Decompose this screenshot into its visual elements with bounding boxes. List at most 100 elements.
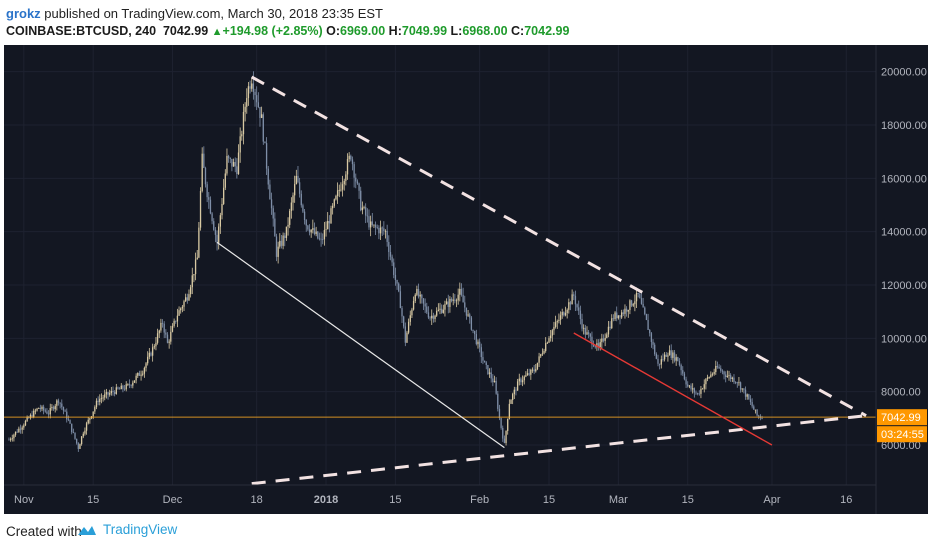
candle-body: [176, 315, 179, 322]
candle-body: [497, 393, 499, 409]
candle-body: [161, 322, 164, 324]
candle-body: [379, 227, 382, 234]
candle-body: [224, 173, 226, 188]
candle-body: [723, 371, 725, 375]
candle-body: [728, 375, 730, 377]
candle-body: [736, 382, 738, 384]
trendlines[interactable]: [216, 75, 867, 486]
candle-body: [516, 381, 519, 391]
candle-body: [477, 341, 479, 345]
candle-body: [356, 181, 359, 184]
candle-body: [389, 251, 392, 257]
candle-body: [675, 357, 677, 361]
candle-body: [482, 357, 484, 361]
candle-body: [442, 309, 444, 313]
candle-body: [645, 314, 648, 320]
candle-body: [77, 443, 79, 449]
candle-body: [658, 363, 661, 365]
candle-body: [391, 256, 393, 263]
publish-info: grokz published on TradingView.com, Marc…: [6, 6, 383, 21]
candle-body: [246, 98, 248, 107]
candle-body: [373, 224, 375, 226]
candle-body: [535, 369, 537, 372]
candle-body: [79, 444, 81, 449]
candle-body: [558, 319, 560, 322]
candle-body: [196, 257, 198, 260]
candle-body: [488, 372, 491, 374]
published-text: published on TradingView.com, March 30, …: [44, 6, 383, 21]
candle-body: [317, 231, 319, 239]
candle-body: [510, 400, 512, 404]
candle-body: [298, 182, 301, 194]
candle-body: [358, 183, 360, 191]
candle-body: [49, 408, 51, 415]
candle-body: [426, 306, 428, 313]
candle-body: [158, 330, 160, 334]
candle-body: [163, 323, 165, 333]
candle-body: [95, 400, 98, 408]
candle-body: [431, 315, 433, 319]
candle-body: [419, 294, 421, 297]
dashed-trendline[interactable]: [251, 414, 867, 486]
candle-body: [478, 341, 481, 348]
candle-body: [130, 385, 132, 386]
candle-body: [104, 394, 106, 398]
candle-body: [407, 321, 410, 333]
candle-body: [118, 388, 121, 390]
candle-body: [36, 408, 38, 411]
symbol-info: COINBASE:BTCUSD, 240 7042.99 ▲+194.98 (+…: [6, 24, 569, 38]
candle-body: [650, 333, 653, 342]
time-tick-label: Dec: [163, 494, 183, 506]
candle-body: [546, 342, 549, 344]
time-axis[interactable]: Nov 15 Dec 18 2018 15 Feb 15 Mar 15 Apr 16: [14, 494, 852, 506]
candle-body: [256, 95, 258, 103]
tradingview-logo[interactable]: TradingView: [76, 522, 177, 537]
candle-body: [267, 168, 269, 185]
candle-body: [247, 86, 250, 99]
candle-body: [649, 329, 651, 334]
tradingview-brand: TradingView: [103, 522, 178, 537]
candle-body: [748, 394, 750, 400]
candle-body: [209, 199, 212, 214]
candle-body: [672, 352, 674, 358]
price-axis[interactable]: 20000.00 18000.00 16000.00 14000.00 12000.00…: [881, 67, 927, 452]
candle-body: [569, 302, 572, 305]
white-trendline[interactable]: [216, 241, 505, 449]
candle-body: [26, 417, 28, 421]
candle-body: [612, 318, 615, 320]
candle-body: [219, 215, 222, 227]
candle-body: [421, 294, 423, 299]
candle-body: [398, 283, 400, 292]
candle-body: [287, 224, 289, 227]
candle-body: [99, 398, 101, 403]
candle-body: [363, 207, 365, 208]
candle-body: [125, 384, 127, 390]
candle-body: [611, 318, 613, 329]
candle-body: [619, 315, 621, 318]
candle-body: [56, 400, 58, 406]
price-chart[interactable]: 20000.00 18000.00 16000.00 14000.00 12000.00…: [4, 45, 928, 514]
candle-body: [731, 377, 733, 379]
author-link[interactable]: grokz: [6, 6, 41, 21]
candle-body: [355, 177, 357, 182]
candle-body: [328, 221, 331, 224]
candle-body: [586, 332, 588, 335]
candle-body: [579, 310, 582, 319]
candle-body: [94, 407, 96, 412]
candle-body: [695, 392, 697, 394]
candle-body: [571, 294, 573, 305]
candle-body: [553, 326, 555, 331]
red-trendline[interactable]: [573, 332, 773, 446]
candle-body: [533, 369, 535, 372]
high-value: 7049.99: [401, 24, 448, 38]
candle-body: [142, 373, 144, 375]
created-with-text: Created with: [6, 524, 82, 539]
candle-body: [234, 162, 236, 167]
candle-body: [109, 393, 111, 395]
candle-body: [394, 274, 397, 280]
candle-body: [285, 226, 288, 238]
candle-body: [432, 315, 435, 319]
dashed-trendline[interactable]: [251, 75, 867, 417]
open-label: O:: [326, 24, 340, 38]
candle-body: [480, 347, 482, 358]
